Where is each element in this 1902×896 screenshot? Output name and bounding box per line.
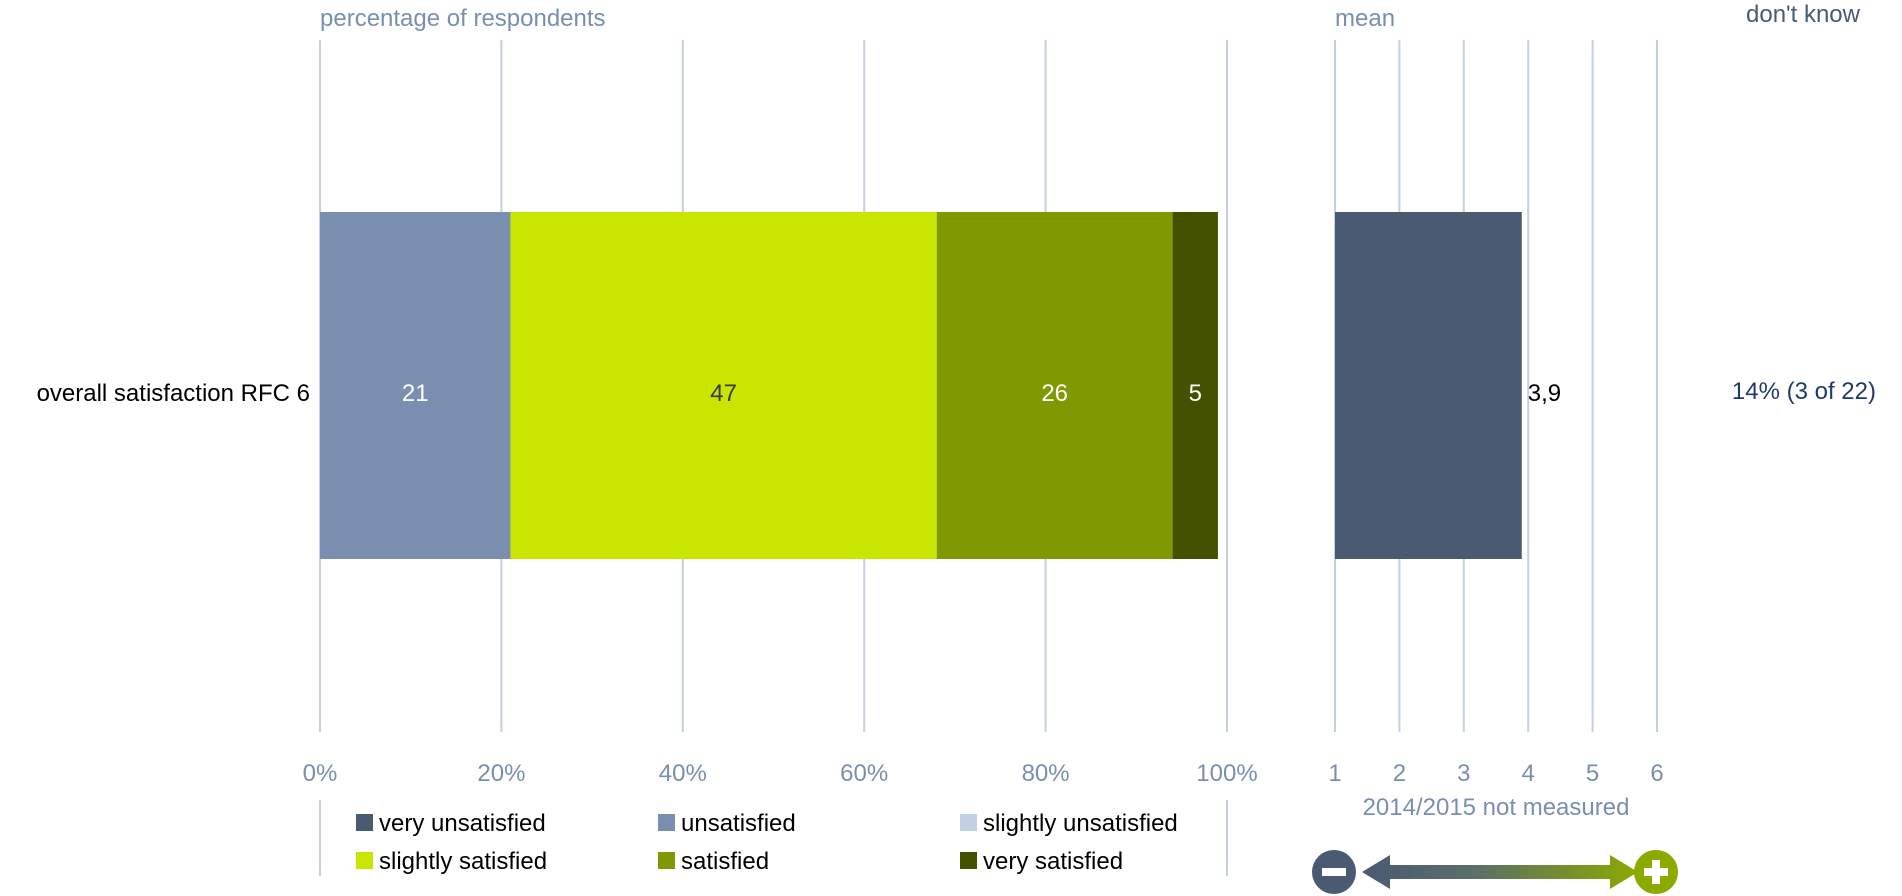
text-group: 0% 20% 40% 60% 80% 100% 1 2 3 4 5 6 percentage of re…: [37, 1, 1876, 821]
mean-tick-label: 4: [1522, 760, 1535, 787]
mean-value-label: 3,9: [1528, 380, 1561, 407]
x-tick-label: 40%: [659, 760, 707, 787]
legend-swatch: [658, 852, 675, 869]
category-label: overall satisfaction RFC 6: [37, 380, 310, 407]
legend-label: very unsatisfied: [379, 810, 546, 837]
panel-title-percentage: percentage of respondents: [320, 5, 606, 32]
legend-label: satisfied: [681, 848, 769, 875]
mean-tick-label: 1: [1328, 760, 1341, 787]
bar-segment: [320, 212, 511, 559]
bar-segment: [510, 212, 937, 559]
mean-tick-label: 6: [1650, 760, 1663, 787]
double-arrow-icon: [1362, 855, 1638, 889]
legend-swatch: [658, 814, 675, 831]
scale-indicator: [1312, 850, 1678, 894]
mean-tick-label: 2: [1393, 760, 1406, 787]
panel-title-dont-know: don't know: [1746, 1, 1861, 28]
mean-tick-label: 3: [1457, 760, 1470, 787]
legend-swatch: [960, 852, 977, 869]
data-label: 26: [1041, 380, 1068, 407]
mean-note: 2014/2015 not measured: [1363, 794, 1630, 821]
mean-bar: [1335, 212, 1522, 559]
x-tick-label: 80%: [1022, 760, 1070, 787]
panel-title-mean: mean: [1335, 5, 1395, 32]
x-tick-label: 20%: [477, 760, 525, 787]
bar-segment: [936, 212, 1173, 559]
bar-group: [320, 212, 1522, 559]
data-label: 47: [710, 380, 737, 407]
mean-tick-label: 5: [1586, 760, 1599, 787]
legend-label: slightly satisfied: [379, 848, 547, 875]
data-label: 21: [402, 380, 429, 407]
plus-sign-v-icon: [1652, 860, 1660, 884]
bar-segment: [1172, 212, 1218, 559]
legend-label: very satisfied: [983, 848, 1123, 875]
x-tick-label: 0%: [303, 760, 338, 787]
legend-label: unsatisfied: [681, 810, 796, 837]
data-label: 5: [1189, 380, 1202, 407]
legend-swatch: [356, 852, 373, 869]
dont-know-value: 14% (3 of 22): [1732, 378, 1876, 405]
x-tick-label: 100%: [1196, 760, 1257, 787]
minus-sign-icon: [1322, 868, 1346, 876]
x-tick-label: 60%: [840, 760, 888, 787]
legend-swatch: [356, 814, 373, 831]
legend-swatch: [960, 814, 977, 831]
legend: very unsatisfied unsatisfied slightly unsa…: [356, 810, 1178, 875]
legend-label: slightly unsatisfied: [983, 810, 1178, 837]
